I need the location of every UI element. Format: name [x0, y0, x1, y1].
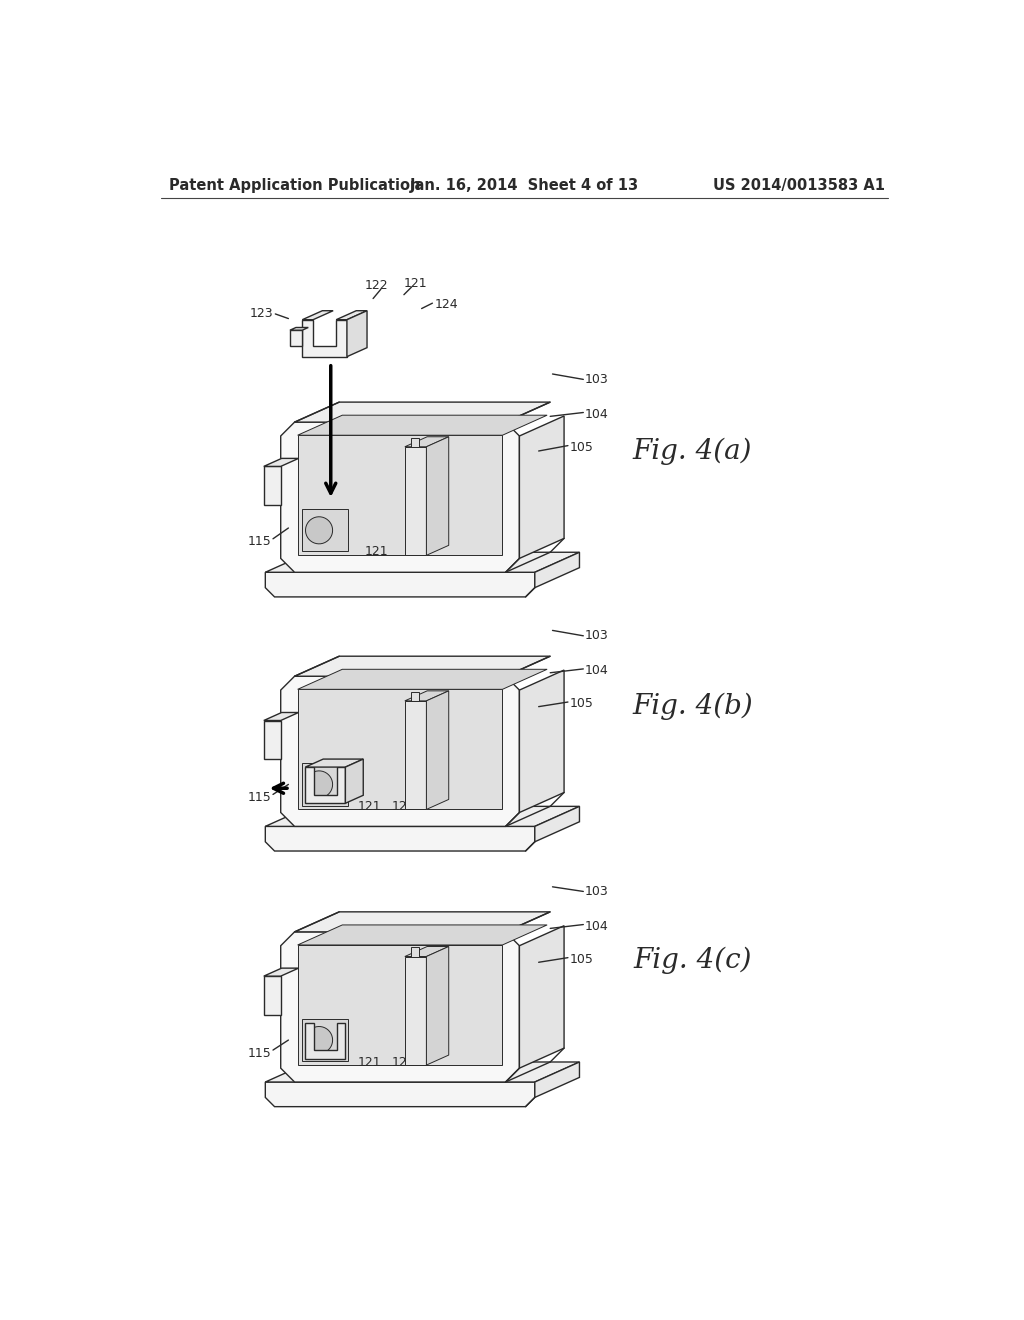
Text: 104: 104: [585, 920, 608, 933]
Polygon shape: [535, 807, 580, 842]
Text: 104: 104: [585, 664, 608, 677]
Polygon shape: [281, 676, 519, 826]
Polygon shape: [301, 1019, 348, 1061]
Polygon shape: [265, 826, 535, 851]
Text: 122: 122: [366, 279, 389, 292]
Text: 121: 121: [357, 1056, 381, 1069]
Polygon shape: [264, 713, 299, 721]
Polygon shape: [281, 422, 519, 573]
Text: 124: 124: [435, 298, 459, 312]
Polygon shape: [265, 1063, 580, 1082]
Polygon shape: [265, 1082, 535, 1106]
Polygon shape: [305, 759, 364, 767]
Text: 121: 121: [357, 800, 381, 813]
Text: Jan. 16, 2014  Sheet 4 of 13: Jan. 16, 2014 Sheet 4 of 13: [411, 178, 639, 193]
Polygon shape: [404, 690, 449, 701]
Text: 121: 121: [403, 277, 427, 289]
Text: 115: 115: [248, 536, 271, 548]
Polygon shape: [519, 416, 564, 558]
Polygon shape: [295, 403, 550, 422]
Text: Patent Application Publication: Patent Application Publication: [169, 178, 421, 193]
Polygon shape: [298, 945, 503, 1065]
Polygon shape: [305, 767, 345, 804]
Text: 121: 121: [366, 545, 389, 557]
Polygon shape: [426, 437, 449, 556]
Polygon shape: [347, 310, 367, 356]
Polygon shape: [295, 912, 550, 932]
Text: 105: 105: [569, 697, 593, 710]
Polygon shape: [298, 669, 547, 689]
Polygon shape: [301, 763, 348, 805]
Polygon shape: [264, 721, 281, 759]
Text: US 2014/0013583 A1: US 2014/0013583 A1: [713, 178, 885, 193]
Polygon shape: [519, 671, 564, 813]
Polygon shape: [404, 437, 449, 446]
Text: Fig. 4(a): Fig. 4(a): [633, 437, 753, 465]
Polygon shape: [301, 510, 348, 552]
Polygon shape: [264, 977, 281, 1015]
Polygon shape: [412, 437, 419, 446]
Text: 103: 103: [585, 884, 608, 898]
Text: 123: 123: [250, 308, 273, 321]
Text: 103: 103: [585, 372, 608, 385]
Polygon shape: [519, 925, 564, 1068]
Text: Fig. 4(b): Fig. 4(b): [632, 693, 753, 721]
Polygon shape: [298, 436, 503, 556]
Polygon shape: [535, 1063, 580, 1097]
Polygon shape: [426, 946, 449, 1065]
Text: 115: 115: [248, 791, 271, 804]
Polygon shape: [412, 948, 419, 957]
Polygon shape: [404, 446, 426, 556]
Polygon shape: [264, 968, 299, 977]
Polygon shape: [535, 552, 580, 587]
Polygon shape: [426, 690, 449, 809]
Polygon shape: [404, 946, 449, 957]
Polygon shape: [345, 759, 364, 804]
Text: 104: 104: [585, 408, 608, 421]
Text: 105: 105: [569, 953, 593, 966]
Polygon shape: [302, 310, 333, 319]
Polygon shape: [302, 319, 347, 356]
Polygon shape: [290, 330, 302, 346]
Polygon shape: [404, 701, 426, 809]
Polygon shape: [290, 327, 308, 330]
Text: Fig. 4(c): Fig. 4(c): [634, 946, 752, 974]
Polygon shape: [336, 310, 367, 319]
Polygon shape: [264, 458, 299, 466]
Polygon shape: [305, 1027, 333, 1053]
Text: 121: 121: [392, 800, 416, 813]
Polygon shape: [265, 807, 580, 826]
Polygon shape: [281, 932, 519, 1082]
Polygon shape: [265, 573, 535, 597]
Polygon shape: [305, 516, 333, 544]
Text: 103: 103: [585, 630, 608, 643]
Polygon shape: [298, 416, 547, 436]
Text: 115: 115: [248, 1047, 271, 1060]
Text: 121: 121: [392, 1056, 416, 1069]
Polygon shape: [298, 925, 547, 945]
Polygon shape: [298, 689, 503, 809]
Polygon shape: [305, 1023, 345, 1059]
Polygon shape: [295, 656, 550, 676]
Polygon shape: [305, 771, 333, 799]
Text: 105: 105: [569, 441, 593, 454]
Polygon shape: [265, 552, 580, 573]
Polygon shape: [264, 466, 281, 506]
Polygon shape: [404, 957, 426, 1065]
Polygon shape: [412, 692, 419, 701]
